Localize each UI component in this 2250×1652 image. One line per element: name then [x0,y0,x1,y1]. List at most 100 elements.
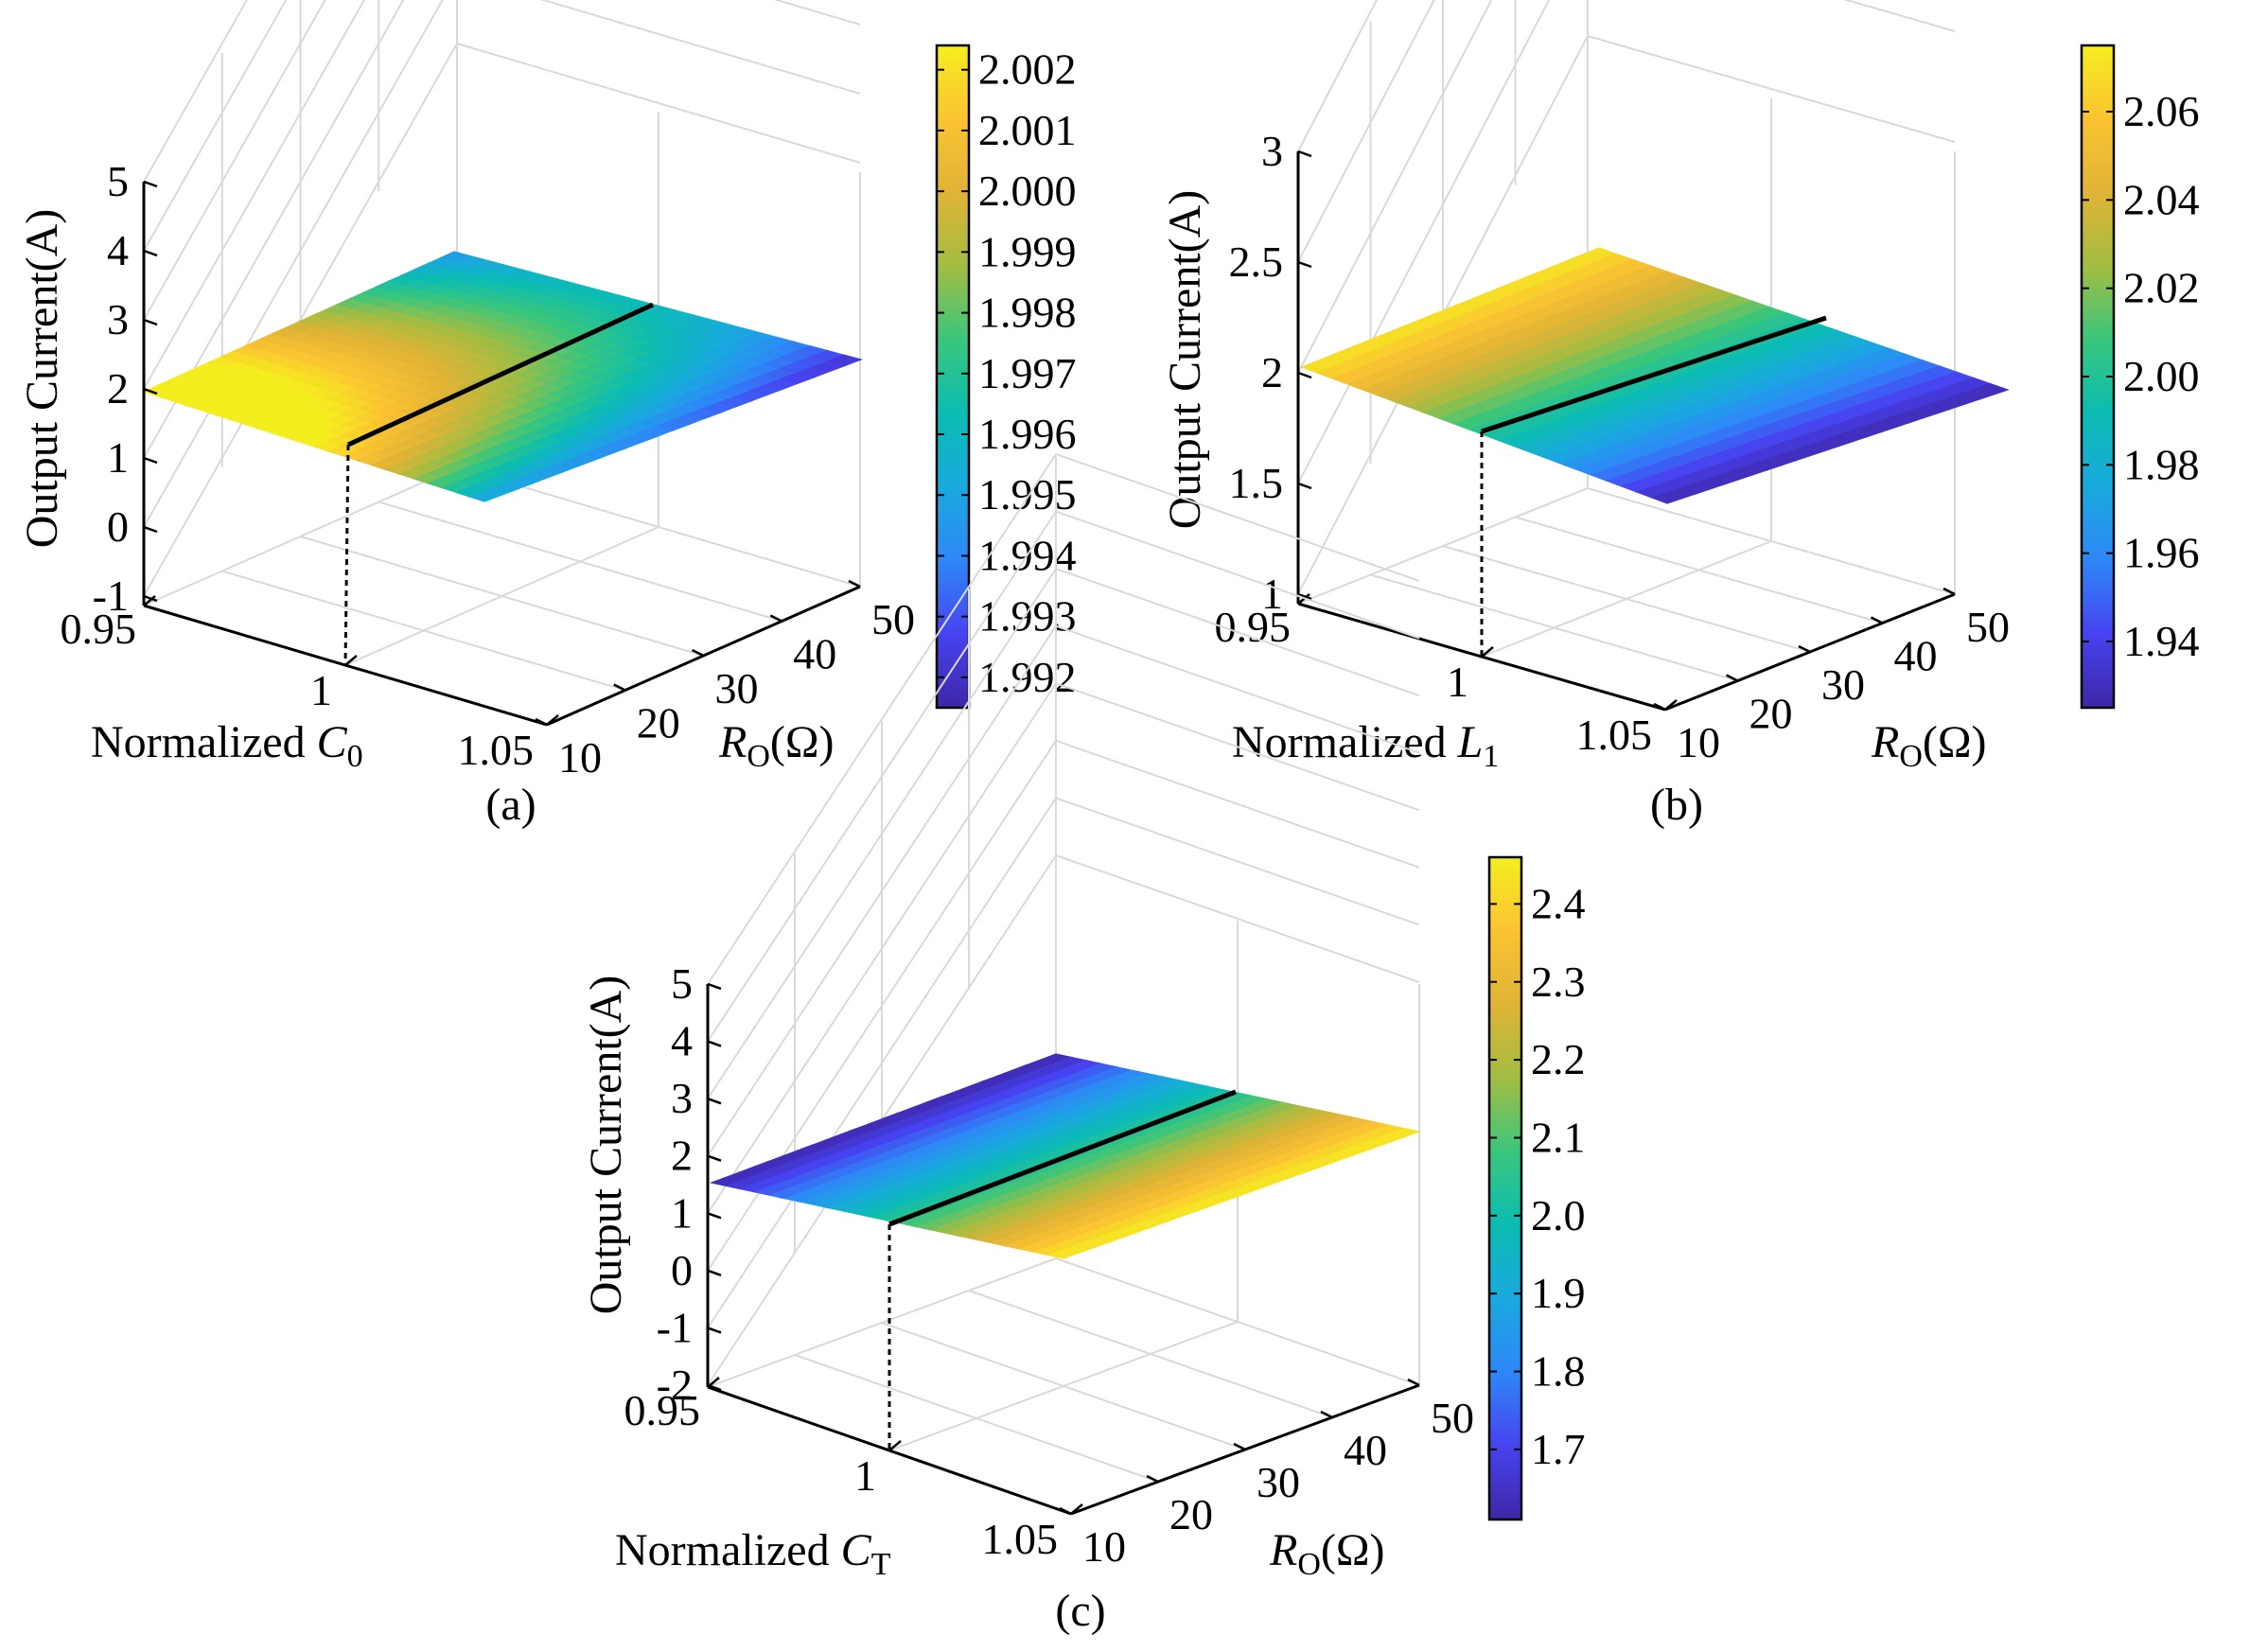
y-axis-label-subscript: O [1297,1547,1321,1582]
grid-line-right-wall [1055,739,1420,869]
colorbar-tick-label: 2.02 [2123,264,2200,312]
colorbar-tick-label: 1.998 [978,289,1077,337]
z-tick-label: 1 [671,1188,693,1237]
grid-line-right-wall [539,0,861,95]
grid-line-floor [300,536,704,657]
colorbar-tick-label: 2.2 [1531,1035,1586,1083]
grid-line-floor [968,1290,1333,1418]
x-axis-label-prefix: Normalized [615,1525,841,1575]
z-tick-mark [143,249,158,257]
x-tick-label: 1.05 [1576,711,1653,759]
x-axis-label-prefix: Normalized [91,717,317,767]
x-tick-label: 1 [854,1451,876,1500]
x-tick-mark [1481,646,1494,658]
grid-line-right-wall [1055,854,1420,983]
grid-line-floor [1587,487,1956,595]
colorbar-tick-label: 2.1 [1531,1113,1586,1161]
colorbar-tick-label: 2.001 [978,106,1077,154]
grid-line-right-wall [1055,510,1420,640]
colorbar-tick-label: 1.993 [978,592,1077,641]
z-tick-mark [143,456,158,465]
grid-line-left-wall [143,0,248,183]
colorbar-tick-label: 1.999 [978,227,1077,275]
z-axis-label: Output Current(A) [1160,190,1210,530]
y-tick-mark [1870,616,1884,624]
z-tick-label: 0 [671,1246,693,1294]
surface [1300,247,2010,504]
y-tick-mark [1146,1474,1159,1484]
z-tick-label: 5 [671,959,693,1008]
z-tick-label: 2.5 [1229,237,1284,286]
z-tick-mark [1297,592,1312,601]
y-axis-label-symbol: R [1269,1525,1297,1575]
x-axis-label: Normalized CT [615,1525,891,1582]
colorbar-tick-label: 1.8 [1531,1347,1586,1396]
z-tick-label: 1 [1261,570,1283,618]
y-tick-mark [1653,702,1666,712]
z-tick-label: 2 [1261,348,1283,396]
grid-line-floor [1055,1257,1420,1386]
grid-line-floor [221,570,626,692]
z-tick-mark [707,1097,722,1105]
y-tick-label: 20 [1749,690,1793,738]
colorbar-tick-label: 1.992 [978,653,1077,701]
colorbar-gradient [935,44,971,710]
y-tick-mark [1059,1506,1072,1516]
y-tick-mark [1798,644,1811,654]
grid-line-right-wall [456,43,861,164]
colorbar-tick-label: 1.995 [978,470,1077,518]
y-axis-label-unit: (Ω) [1321,1525,1385,1575]
z-tick-mark [143,318,158,326]
grid-line-floor [456,466,861,588]
z-tick-label: 1.5 [1229,459,1284,507]
y-tick-mark [1725,674,1739,682]
z-tick-mark [143,594,158,603]
surface-patch [1975,383,2010,395]
surface [142,251,863,502]
colorbar: 2.4 2.3 2.2 2.1 2.0 1.9 1.8 1.7 [1487,855,1586,1521]
colorbar-tick-label: 2.4 [1531,879,1586,927]
y-tick-label: 10 [1082,1522,1126,1571]
y-tick-label: 30 [715,664,759,712]
nominal-line [346,302,655,448]
z-tick-mark [143,387,158,395]
colorbar-tick-label: 2.04 [2123,175,2200,223]
y-axis-label-symbol: R [1871,717,1899,767]
x-tick-label: 1 [310,666,332,714]
y-tick-label: 40 [1894,632,1938,680]
x-axis-label: Normalized C0 [91,717,363,774]
y-tick-label: 50 [871,595,915,643]
x-axis-label-subscript: 0 [347,739,363,774]
y-axis-label-unit: (Ω) [1923,717,1987,767]
y-axis-label: RO(Ω) [718,717,835,774]
z-tick-mark [1297,482,1312,490]
grid-line-floor [1370,573,1738,682]
z-tick-label: -2 [657,1361,693,1409]
x-axis-label-subscript: T [871,1547,891,1582]
z-tick-label: 4 [671,1017,693,1065]
z-tick-label: -1 [657,1303,693,1351]
x-tick-label: 1 [1447,658,1468,706]
y-axis-label-subscript: O [747,739,770,774]
y-tick-label: 30 [1821,660,1865,709]
colorbar-tick-label: 2.002 [978,45,1077,94]
grid-line-right-wall [1055,453,1420,582]
grid-line-right-wall [773,0,861,26]
z-tick-label: 3 [1261,127,1283,175]
grid-line-right-wall [1055,624,1420,754]
colorbar-tick-label: 1.997 [978,349,1077,397]
y-tick-label: 20 [637,699,680,747]
y-tick-label: 20 [1169,1490,1213,1538]
colorbar-tick-label: 2.3 [1531,958,1586,1006]
colorbar: 2.06 2.04 2.02 2.00 1.98 1.96 1.94 [2080,44,2200,710]
colorbar-tick-label: 2.00 [2123,352,2200,400]
y-axis-label-unit: (Ω) [770,717,835,767]
panel-caption: (b) [1650,780,1703,830]
grid-line-right-wall [1843,0,1956,32]
z-tick-label: 2 [107,364,129,413]
z-tick-mark [143,180,158,188]
z-tick-mark [143,525,158,534]
